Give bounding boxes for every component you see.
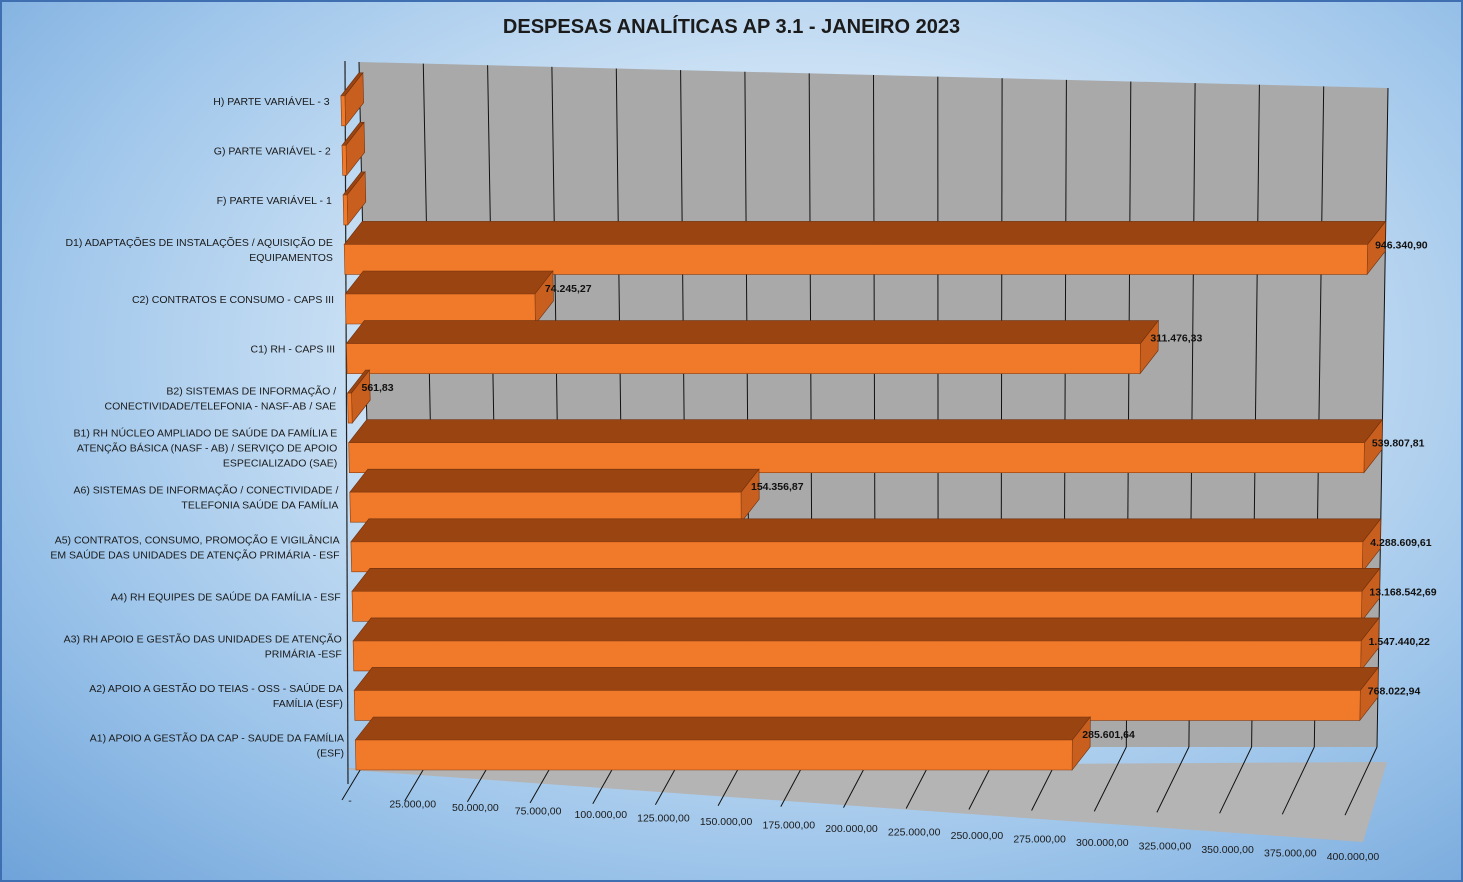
category-label: A1) APOIO A GESTÃO DA CAP - SAUDE DA FAM…: [90, 732, 344, 760]
floor: [348, 762, 1387, 842]
x-tick-label: 150.000,00: [700, 816, 753, 828]
bar-top: [349, 468, 760, 493]
bar-top: [348, 419, 1384, 444]
bar: [352, 640, 1362, 672]
category-label: C1) RH - CAPS III: [250, 344, 335, 356]
floor-gridline: [1219, 746, 1253, 814]
bar: [346, 343, 1141, 374]
bar: [340, 95, 346, 127]
data-label: 74.245,27: [545, 283, 592, 295]
x-tick-label: 350.000,00: [1201, 844, 1254, 856]
bar: [348, 442, 1365, 474]
x-tick-label: 50.000,00: [452, 802, 499, 814]
x-tick-label: 250.000,00: [951, 830, 1004, 842]
x-tick-label: 125.000,00: [637, 813, 690, 825]
category-label: B2) SISTEMAS DE INFORMAÇÃO / CONECTIVIDAD…: [105, 385, 337, 413]
floor-gridline: [1093, 746, 1127, 812]
category-label: H) PARTE VARIÁVEL - 3: [213, 95, 329, 108]
data-label: 539.807,81: [1372, 438, 1425, 450]
category-label: A4) RH EQUIPES DE SAÚDE DA FAMÍLIA - ESF: [111, 590, 341, 603]
x-tick-label: 75.000,00: [515, 806, 562, 818]
category-label: A3) RH APOIO E GESTÃO DAS UNIDADES DE AT…: [64, 632, 342, 660]
bar: [350, 541, 1364, 573]
bar: [353, 690, 1361, 721]
category-label: G) PARTE VARIÁVEL - 2: [214, 144, 331, 157]
x-tick-label: 300.000,00: [1076, 837, 1129, 849]
category-label: B1) RH NÚCLEO AMPLIADO DE SAÚDE DA FAMÍL…: [74, 427, 338, 470]
category-label: D1) ADAPTAÇÕES DE INSTALAÇÕES / AQUISIÇÃ…: [65, 236, 332, 264]
bar-top: [354, 716, 1091, 741]
x-tick-label: 225.000,00: [888, 827, 941, 839]
category-label: C2) CONTRATOS E CONSUMO - CAPS III: [132, 294, 334, 306]
x-tick-label: 175.000,00: [763, 820, 816, 832]
bar-top: [353, 667, 1379, 691]
bar: [349, 491, 742, 523]
bar: [344, 293, 536, 325]
data-label: 285.601,64: [1082, 729, 1135, 741]
bar: [354, 739, 1073, 771]
data-label: 154.356,87: [751, 481, 804, 493]
category-label: A2) APOIO A GESTÃO DO TEIAS - OSS - SAÚD…: [89, 682, 343, 710]
category-label: F) PARTE VARIÁVEL - 1: [217, 194, 332, 207]
bar: [342, 194, 349, 226]
x-tick-label: 100.000,00: [575, 809, 628, 821]
y-axis-line: [344, 60, 349, 785]
x-tick-label: 325.000,00: [1139, 841, 1192, 853]
data-label: 768.022,94: [1368, 685, 1421, 697]
bar: [343, 244, 1368, 275]
data-label: 13.168.542,69: [1369, 586, 1436, 598]
x-tick-label: 375.000,00: [1264, 848, 1317, 860]
bar: [347, 392, 353, 424]
bar: [341, 145, 348, 176]
bar-top: [350, 518, 1382, 543]
data-label: 946.340,90: [1375, 239, 1428, 251]
x-tick-label: 200.000,00: [825, 823, 878, 835]
category-label: A5) CONTRATOS, CONSUMO, PROMOÇÃO E VIGIL…: [50, 533, 339, 561]
x-tick-label: -: [348, 795, 352, 807]
x-tick-label: 275.000,00: [1013, 834, 1066, 846]
data-label: 561,83: [362, 382, 394, 394]
bar-top: [343, 221, 1387, 245]
bar-top: [352, 617, 1380, 642]
floor-gridline: [1344, 746, 1378, 816]
data-label: 311.476,33: [1150, 333, 1202, 345]
data-label: 1.547.440,22: [1369, 636, 1430, 648]
floor-gridline: [1156, 746, 1190, 813]
x-tick-label: 25.000,00: [389, 799, 436, 811]
floor-gridline: [1281, 746, 1315, 815]
bar-top: [351, 567, 1381, 592]
x-tick-label: 400.000,00: [1327, 851, 1380, 863]
bar-top: [344, 270, 554, 295]
chart-title: DESPESAS ANALÍTICAS AP 3.1 - JANEIRO 202…: [502, 16, 961, 38]
data-label: 4.288.609,61: [1370, 537, 1431, 549]
category-label: A6) SISTEMAS DE INFORMAÇÃO / CONECTIVIDA…: [74, 484, 339, 512]
bar: [351, 590, 1363, 622]
bar-top: [345, 320, 1160, 344]
